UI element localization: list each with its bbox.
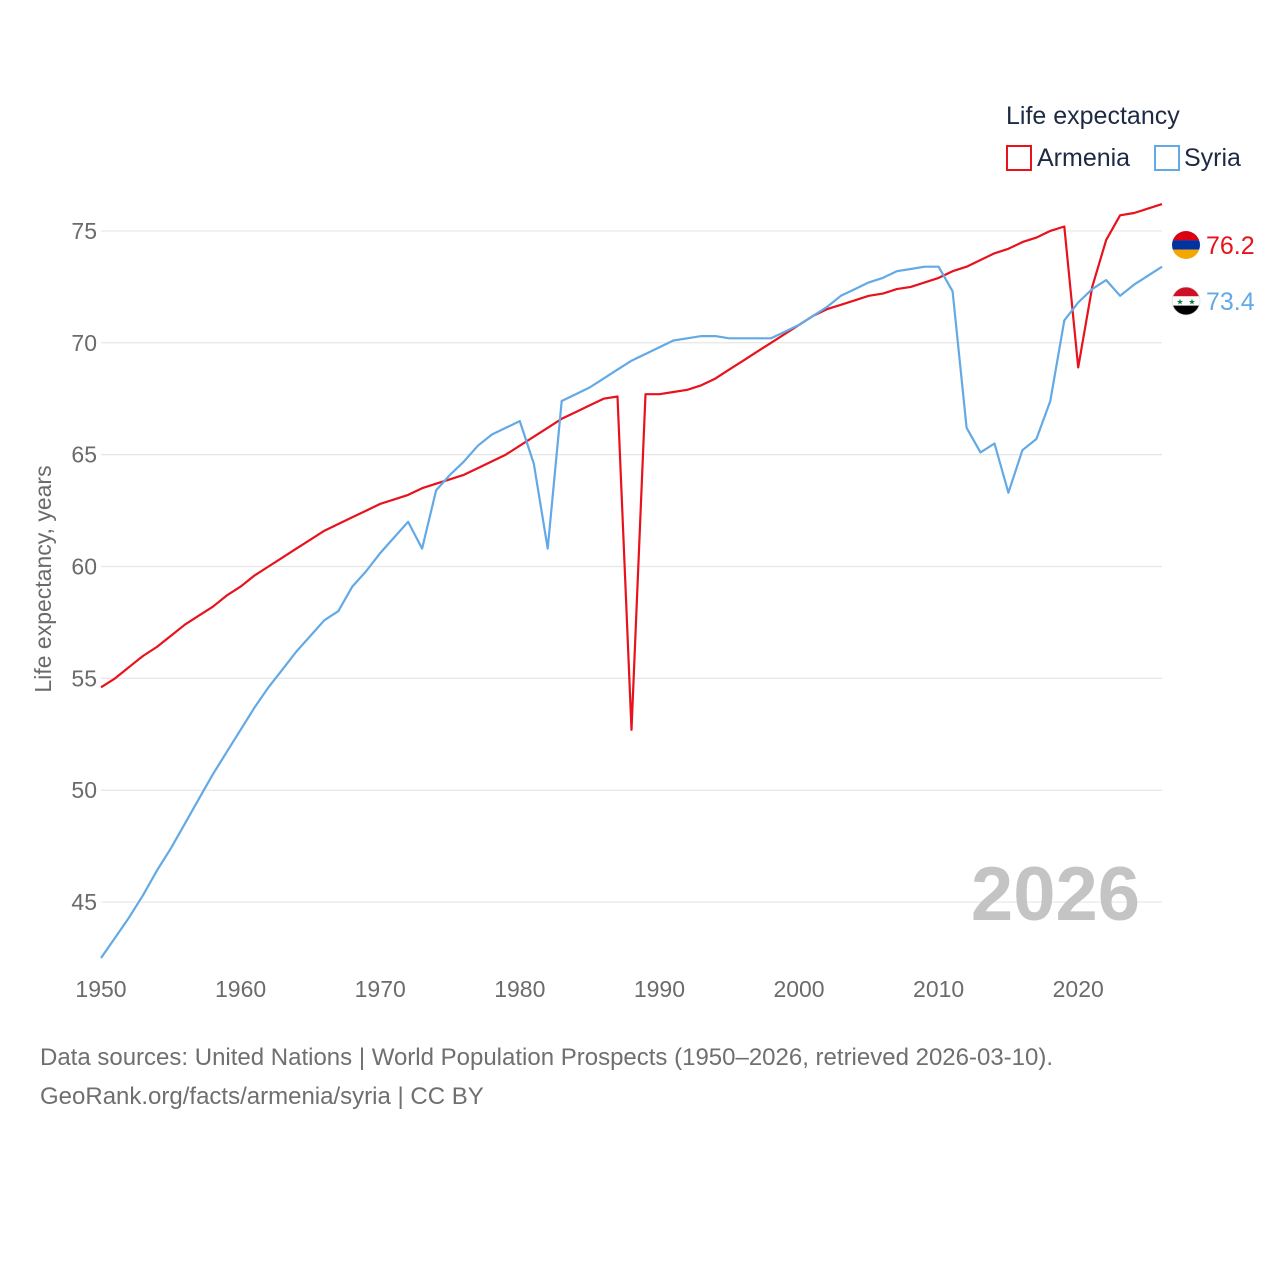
legend-swatch-armenia (1006, 145, 1032, 171)
y-tick-label: 75 (71, 218, 97, 244)
x-tick-label: 1950 (75, 976, 126, 1002)
year-watermark: 2026 (971, 852, 1140, 937)
x-tick-label: 1970 (355, 976, 406, 1002)
x-tick-label: 2000 (773, 976, 824, 1002)
y-tick-label: 70 (71, 330, 97, 356)
y-tick-label: 65 (71, 442, 97, 468)
svg-text:★: ★ (1176, 298, 1183, 307)
x-tick-label: 1960 (215, 976, 266, 1002)
armenia-flag-icon (1172, 231, 1200, 259)
y-axis-ticks: 45 50 55 60 65 70 75 (71, 218, 97, 915)
series-line-syria (100, 265, 1163, 959)
svg-text:★: ★ (1188, 298, 1195, 307)
y-tick-label: 60 (71, 554, 97, 580)
x-tick-label: 2010 (913, 976, 964, 1002)
y-tick-label: 55 (71, 665, 97, 691)
x-axis-ticks: 1950 1960 1970 1980 1990 2000 2010 2020 (75, 976, 1103, 1002)
legend: Life expectancy Armenia Syria (1006, 102, 1241, 172)
y-tick-label: 50 (71, 777, 97, 803)
series-line-armenia (100, 203, 1163, 731)
gridlines (101, 230, 1162, 903)
x-tick-label: 1980 (494, 976, 545, 1002)
x-tick-label: 2020 (1053, 976, 1104, 1002)
legend-title: Life expectancy (1006, 102, 1180, 130)
legend-item-armenia[interactable]: Armenia (1006, 144, 1130, 172)
legend-label-armenia: Armenia (1037, 144, 1130, 172)
legend-item-syria[interactable]: Syria (1154, 144, 1241, 172)
legend-swatch-syria (1154, 145, 1180, 171)
x-tick-label: 1990 (634, 976, 685, 1002)
syria-flag-icon: ★ ★ (1172, 287, 1200, 315)
footer-sources: Data sources: United Nations | World Pop… (40, 1044, 1054, 1071)
syria-end-value: 73.4 (1206, 288, 1255, 316)
series-lines (100, 203, 1163, 959)
legend-label-syria: Syria (1184, 144, 1241, 172)
y-axis-title: Life expectancy, years (30, 465, 56, 692)
y-tick-label: 45 (71, 889, 97, 915)
armenia-end-value: 76.2 (1206, 232, 1255, 260)
footer-attribution[interactable]: GeoRank.org/facts/armenia/syria | CC BY (40, 1083, 484, 1110)
